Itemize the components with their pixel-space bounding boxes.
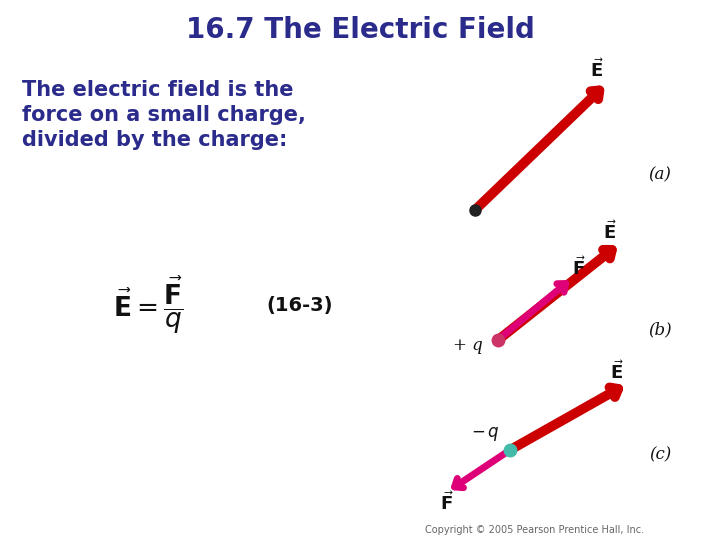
Text: force on a small charge,: force on a small charge,: [22, 105, 306, 125]
Text: $\vec{\mathbf{E}} = \dfrac{\vec{\mathbf{F}}}{q}$: $\vec{\mathbf{E}} = \dfrac{\vec{\mathbf{…: [113, 274, 183, 336]
Text: (a): (a): [649, 166, 672, 184]
Text: The electric field is the: The electric field is the: [22, 80, 294, 100]
Text: divided by the charge:: divided by the charge:: [22, 130, 287, 150]
Text: $\vec{\mathbf{E}}$: $\vec{\mathbf{E}}$: [610, 361, 624, 383]
Text: 16.7 The Electric Field: 16.7 The Electric Field: [186, 16, 534, 44]
Text: $\vec{\mathbf{E}}$: $\vec{\mathbf{E}}$: [590, 58, 604, 82]
Text: + q: + q: [453, 336, 483, 354]
Text: (b): (b): [648, 321, 672, 339]
Text: (c): (c): [649, 447, 671, 463]
Text: Copyright © 2005 Pearson Prentice Hall, Inc.: Copyright © 2005 Pearson Prentice Hall, …: [426, 525, 644, 535]
Text: (16-3): (16-3): [266, 295, 333, 314]
Text: $\vec{\mathbf{F}}$: $\vec{\mathbf{F}}$: [572, 256, 586, 279]
Text: $\vec{\mathbf{E}}$: $\vec{\mathbf{E}}$: [603, 220, 617, 244]
Text: $-\,q$: $-\,q$: [471, 425, 499, 443]
Text: $\vec{\mathbf{F}}$: $\vec{\mathbf{F}}$: [440, 491, 454, 515]
